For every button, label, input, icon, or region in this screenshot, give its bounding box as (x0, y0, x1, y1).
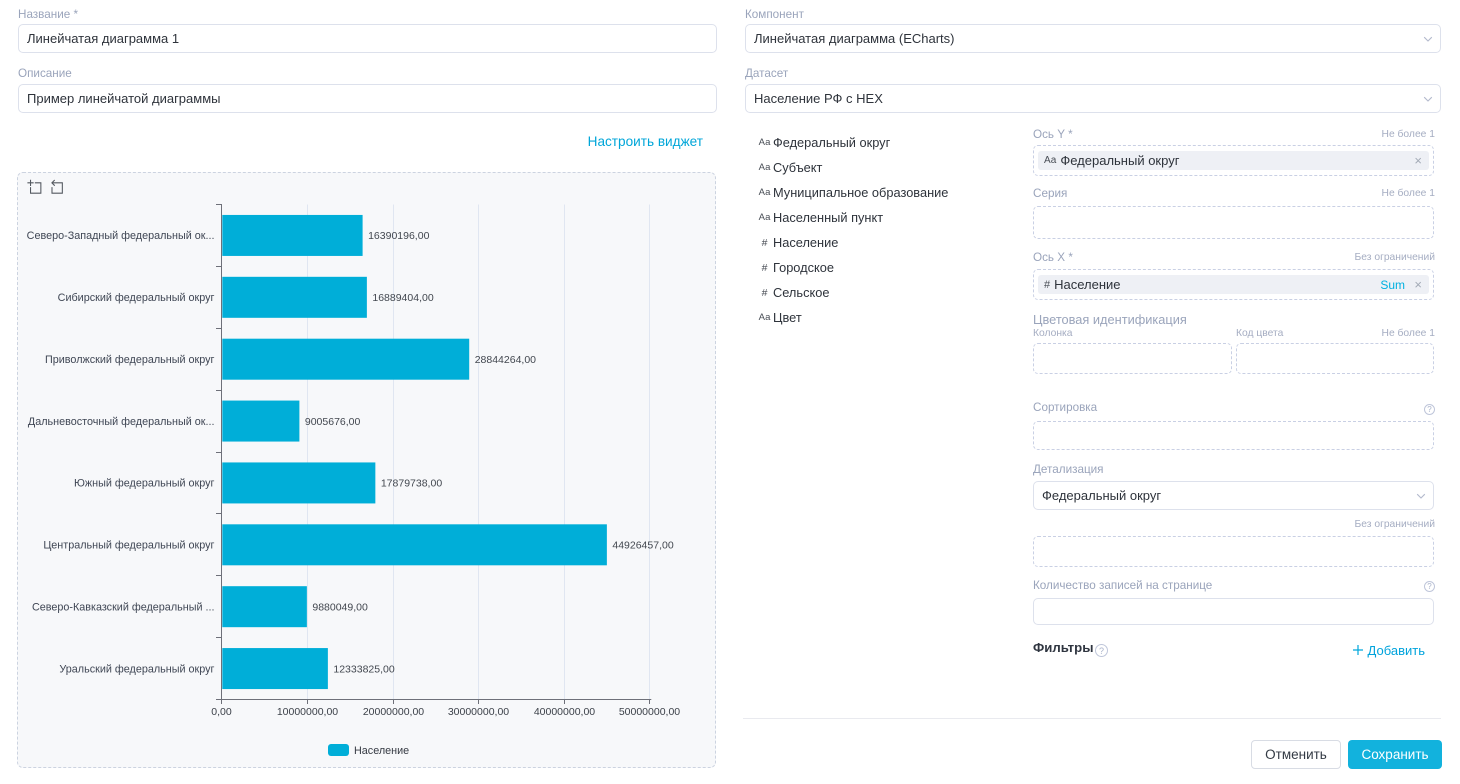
svg-text:Приволжский федеральный округ: Приволжский федеральный округ (45, 354, 215, 366)
svg-text:Северо-Западный федеральный ок: Северо-Западный федеральный ок... (27, 230, 215, 242)
svg-text:0,00: 0,00 (211, 706, 232, 718)
svg-text:Дальневосточный федеральный ок: Дальневосточный федеральный ок... (28, 416, 215, 428)
svg-text:Северо-Кавказский федеральный: Северо-Кавказский федеральный ... (32, 601, 215, 613)
svg-text:16889404,00: 16889404,00 (372, 292, 433, 304)
svg-text:Население: Население (354, 745, 409, 757)
svg-text:40000000,00: 40000000,00 (534, 706, 595, 718)
svg-text:20000000,00: 20000000,00 (363, 706, 424, 718)
svg-text:16390196,00: 16390196,00 (368, 230, 429, 242)
svg-text:Сибирский федеральный округ: Сибирский федеральный округ (58, 292, 215, 304)
svg-text:10000000,00: 10000000,00 (277, 706, 338, 718)
svg-text:Уральский федеральный округ: Уральский федеральный округ (59, 663, 214, 675)
svg-text:28844264,00: 28844264,00 (475, 354, 536, 366)
svg-text:9005676,00: 9005676,00 (305, 416, 361, 428)
svg-text:44926457,00: 44926457,00 (612, 540, 673, 552)
svg-text:9880049,00: 9880049,00 (312, 601, 368, 613)
svg-text:50000000,00: 50000000,00 (619, 706, 680, 718)
svg-text:Центральный федеральный округ: Центральный федеральный округ (43, 540, 214, 552)
svg-text:Южный федеральный округ: Южный федеральный округ (74, 478, 215, 490)
svg-text:17879738,00: 17879738,00 (381, 478, 442, 490)
svg-text:30000000,00: 30000000,00 (448, 706, 509, 718)
svg-text:12333825,00: 12333825,00 (333, 663, 394, 675)
